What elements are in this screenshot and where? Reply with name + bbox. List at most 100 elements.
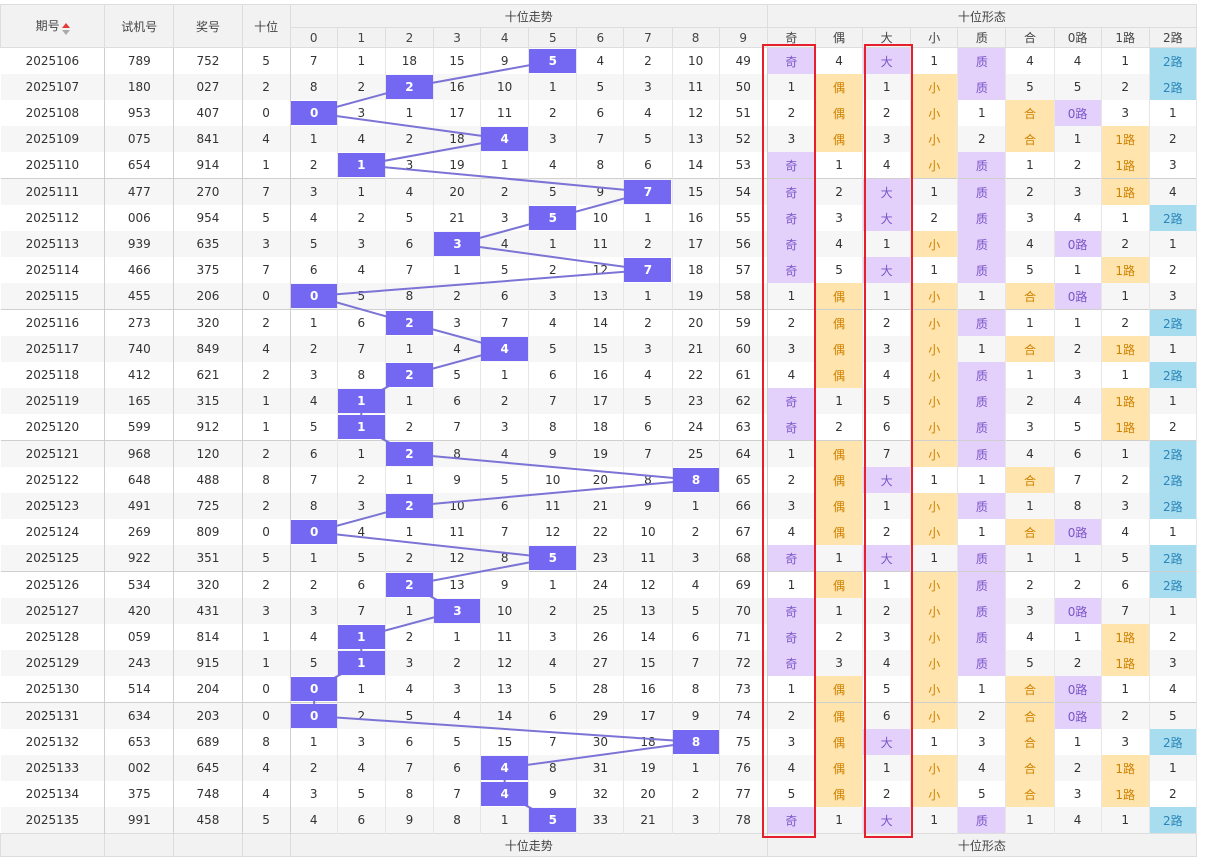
trend-miss-cell: 9	[576, 178, 625, 205]
trend-miss-cell: 3	[480, 205, 530, 231]
form-cell: 小	[910, 100, 959, 126]
trend-miss-cell: 20	[433, 178, 482, 205]
trend-hit-ball: 0	[290, 704, 337, 728]
period-cell: 2025118	[0, 362, 106, 388]
trend-miss-cell: 21	[672, 336, 720, 362]
tens-cell: 1	[242, 152, 291, 179]
form-cell: 3	[1101, 493, 1150, 519]
trend-miss-cell: 5	[576, 74, 625, 100]
prize-cell: 954	[173, 205, 243, 231]
tens-cell: 5	[242, 807, 291, 834]
form-cell: 小	[910, 309, 959, 336]
trend-miss-cell: 6	[623, 414, 673, 441]
form-cell: 质	[957, 545, 1007, 572]
form-cell: 质	[957, 309, 1007, 336]
trend-miss-cell: 6	[385, 231, 434, 257]
prize-cell: 120	[173, 440, 243, 467]
form-cell: 3	[1054, 362, 1102, 388]
trend-miss-cell: 29	[576, 702, 625, 729]
trial-cell: 491	[104, 493, 175, 519]
form-cell: 偶	[815, 729, 864, 755]
form-cell: 2路	[1149, 729, 1198, 755]
form-cell: 1路	[1101, 257, 1150, 283]
trend-miss-cell: 2	[623, 309, 673, 336]
trial-cell: 006	[104, 205, 175, 231]
form-cell: 1	[815, 598, 864, 624]
prize-header: 奖号	[173, 4, 243, 48]
form-cell: 偶	[815, 126, 864, 152]
trend-hit-cell: 1	[337, 388, 386, 414]
trend-miss-cell: 1	[385, 598, 434, 624]
trend-miss-cell: 12	[623, 571, 673, 598]
form-cell: 2	[1054, 152, 1102, 179]
table-row: 2025109 075 841 4 1 4 2 18 4 3 7 5 13 52 3 偶 3 小 2 合 1 1路 2	[0, 126, 1198, 152]
period-cell: 2025112	[0, 205, 106, 231]
trial-cell: 059	[104, 624, 175, 650]
prize-cell: 204	[173, 676, 243, 703]
trend-miss-cell: 7	[433, 414, 482, 441]
sort-asc-icon[interactable]	[61, 23, 70, 28]
tens-cell: 2	[242, 309, 291, 336]
form-cell: 奇	[767, 257, 816, 283]
form-cell: 4	[1101, 519, 1150, 545]
trend-miss-cell: 9	[672, 702, 720, 729]
period-header[interactable]: 期号	[0, 4, 106, 48]
form-cell: 1	[957, 336, 1007, 362]
trend-miss-cell: 5	[480, 467, 530, 493]
tens-cell: 4	[242, 126, 291, 152]
form-cell: 1	[910, 47, 959, 74]
form-cell: 小	[910, 388, 959, 414]
form-cell: 质	[957, 598, 1007, 624]
trend-miss-cell: 12	[576, 257, 625, 283]
form-cell: 5	[1005, 650, 1055, 676]
form-cell: 1	[1149, 336, 1198, 362]
form-cell: 质	[957, 362, 1007, 388]
period-cell: 2025114	[0, 257, 106, 283]
form-cell: 小	[910, 336, 959, 362]
trend-hit-ball: 1	[337, 651, 385, 675]
form-cell: 4	[1005, 47, 1055, 74]
form-cell: 1	[1101, 47, 1150, 74]
form-cell: 5	[862, 676, 912, 703]
trend-miss-cell: 30	[576, 729, 625, 755]
form-cell: 4	[1054, 807, 1102, 834]
prize-cell: 458	[173, 807, 243, 834]
trend-hit-ball: 5	[529, 546, 576, 570]
trend-miss-cell: 15	[480, 729, 530, 755]
tens-cell: 4	[242, 781, 291, 807]
form-cell: 小	[910, 152, 959, 179]
trend-miss-cell: 5	[528, 336, 578, 362]
trend-miss-cell: 11	[623, 545, 673, 572]
form-cell: 合	[1005, 336, 1055, 362]
trend-miss-cell: 4	[290, 388, 338, 414]
form-cell: 1	[1101, 440, 1150, 467]
form-cell: 2路	[1149, 47, 1198, 74]
form-cell: 0路	[1054, 702, 1102, 729]
trend-miss-cell: 5	[528, 178, 578, 205]
table-row: 2025129 243 915 1 5 1 3 2 12 4 27 15 7 72 奇 3 4 小质 5 2 1路 3	[0, 650, 1198, 676]
trend-miss-cell: 1	[672, 493, 720, 519]
form-cell: 3	[1149, 650, 1198, 676]
form-cell: 4	[862, 362, 912, 388]
trend-miss-cell: 61	[719, 362, 768, 388]
form-cell: 1	[815, 388, 864, 414]
form-cell: 2	[862, 309, 912, 336]
form-cell: 2	[1149, 126, 1198, 152]
form-cell: 3	[862, 624, 912, 650]
form-cell: 4	[767, 519, 816, 545]
form-header-6: 0路	[1053, 27, 1102, 48]
trend-miss-cell: 10	[433, 493, 482, 519]
sort-desc-icon[interactable]	[61, 30, 70, 35]
form-cell: 大	[862, 467, 912, 493]
trend-miss-cell: 51	[719, 100, 768, 126]
form-cell: 2	[1101, 467, 1150, 493]
form-cell: 2	[910, 205, 959, 231]
period-cell: 2025122	[0, 467, 106, 493]
trend-miss-cell: 22	[576, 519, 625, 545]
trend-hit-cell: 2	[385, 362, 434, 388]
trend-hit-cell: 4	[480, 126, 530, 152]
tens-cell: 4	[242, 755, 291, 781]
form-cell: 0路	[1054, 231, 1102, 257]
form-cell: 1	[815, 807, 864, 834]
